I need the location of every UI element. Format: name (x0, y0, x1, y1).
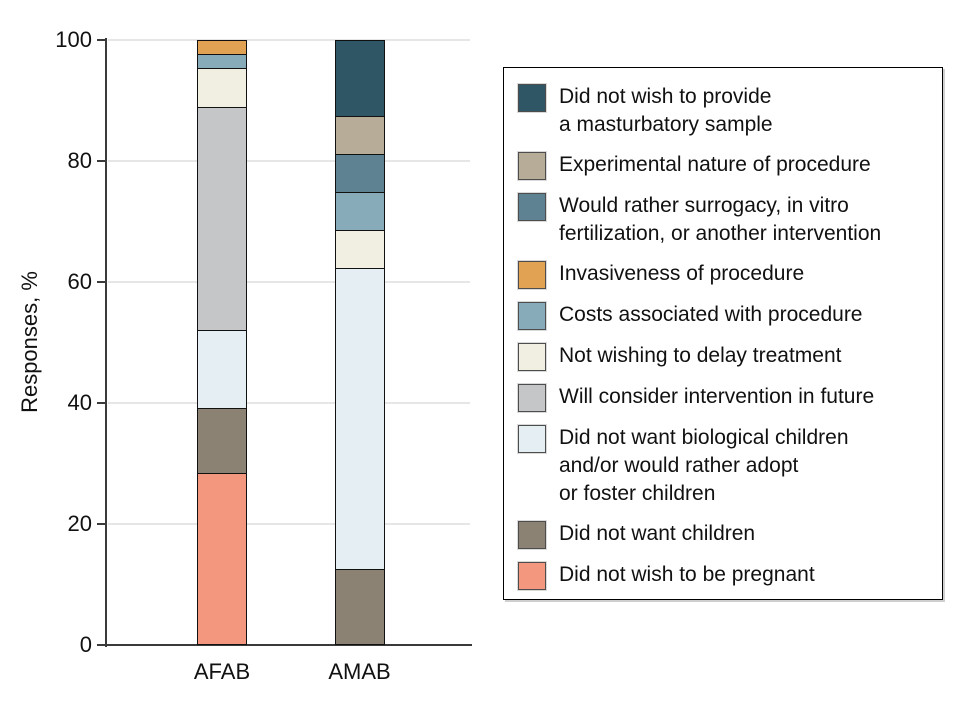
legend-label-line: or foster children (559, 482, 716, 505)
legend-swatch (517, 83, 547, 113)
y-axis-spine (105, 38, 107, 647)
bar-segment (198, 41, 246, 55)
gridline-40 (108, 402, 470, 404)
legend-label: Not wishing to delay treatment (559, 342, 841, 370)
legend-swatch (517, 151, 547, 181)
legend-item: Invasiveness of procedure (517, 260, 928, 290)
bar-segment (198, 67, 246, 107)
legend-item: Experimental nature of procedure (517, 151, 928, 181)
y-tick (97, 39, 106, 41)
bar-segment (198, 329, 246, 408)
bar-segment (198, 106, 246, 330)
y-tick (97, 644, 106, 646)
legend-label-line: Did not wish to provide (559, 85, 772, 108)
bar-afab (197, 40, 247, 645)
y-tick-label: 20 (67, 511, 92, 536)
legend-item: Did not want biological children and/or w… (517, 424, 928, 508)
y-tick-label: 0 (79, 632, 92, 657)
bar-segment (335, 154, 384, 193)
y-tick-label: 100 (55, 27, 92, 52)
legend-item: Did not wish to be pregnant (517, 561, 928, 591)
legend-label-line: a masturbatory sample (559, 113, 773, 136)
legend-item: Will consider intervention in future (517, 383, 928, 413)
legend-label: Experimental nature of procedure (559, 151, 871, 179)
legend-swatch (517, 561, 547, 591)
legend-item: Did not wish to provide a masturbatory sa… (517, 83, 928, 139)
bar-segment (335, 267, 384, 569)
legend-swatch (517, 342, 547, 372)
legend-swatch (517, 301, 547, 331)
legend-label: Would rather surrogacy, in vitro fertiliz… (559, 192, 881, 248)
bar-segment (198, 407, 246, 474)
legend-label-line: Invasiveness of procedure (559, 262, 805, 285)
legend-label: Did not wish to provide a masturbatory sa… (559, 83, 773, 139)
legend-swatch (517, 260, 547, 290)
legend-item: Costs associated with procedure (517, 301, 928, 331)
bar-segment (198, 473, 246, 644)
legend-swatch (517, 383, 547, 413)
bar-segment (335, 192, 384, 230)
gridline-20 (108, 523, 470, 525)
legend-swatch (517, 424, 547, 454)
legend-item: Not wishing to delay treatment (517, 342, 928, 372)
legend-swatch (517, 520, 547, 550)
gridline-80 (108, 160, 470, 162)
legend-label-line: and/or would rather adopt (559, 454, 799, 477)
y-tick-label: 60 (67, 269, 92, 294)
legend-label-line: Did not wish to be pregnant (559, 563, 815, 586)
y-tick (97, 160, 106, 162)
y-tick-label: 40 (67, 390, 92, 415)
bar-segment (198, 54, 246, 68)
bar-segment (335, 568, 384, 644)
legend-swatch (517, 192, 547, 222)
legend-label: Will consider intervention in future (559, 383, 874, 411)
legend-item: Would rather surrogacy, in vitro fertiliz… (517, 192, 928, 248)
legend-label: Did not wish to be pregnant (559, 561, 815, 589)
bar-amab (334, 40, 385, 645)
y-tick-label: 80 (67, 148, 92, 173)
legend-label-line: Did not want children (559, 522, 756, 545)
x-category-label-afab: AFAB (193, 659, 251, 684)
legend-label-line: Costs associated with procedure (559, 303, 863, 326)
legend-label: Did not want children (559, 520, 755, 548)
legend-label-line: fertilization, or another intervention (559, 222, 882, 245)
bar-segment (335, 41, 384, 117)
x-category-label-amab: AMAB (328, 659, 391, 684)
legend-box: Did not wish to provide a masturbatory sa… (503, 67, 943, 600)
y-tick (97, 402, 106, 404)
legend-item: Did not want children (517, 520, 928, 550)
legend-label-line: Would rather surrogacy, in vitro (559, 194, 849, 217)
gridline-100 (108, 39, 470, 41)
y-tick (97, 281, 106, 283)
gridline-60 (108, 281, 470, 283)
legend-label-line: Did not want biological children (559, 426, 849, 449)
bar-segment (335, 229, 384, 268)
bar-segment (335, 116, 384, 155)
y-tick (97, 523, 106, 525)
legend-label-line: Experimental nature of procedure (559, 153, 871, 176)
legend-label-line: Will consider intervention in future (559, 385, 875, 408)
x-axis-spine (104, 644, 472, 646)
legend-label: Costs associated with procedure (559, 301, 863, 329)
legend-label: Invasiveness of procedure (559, 260, 804, 288)
legend-label-line: Not wishing to delay treatment (559, 344, 842, 367)
legend-label: Did not want biological children and/or w… (559, 424, 849, 508)
